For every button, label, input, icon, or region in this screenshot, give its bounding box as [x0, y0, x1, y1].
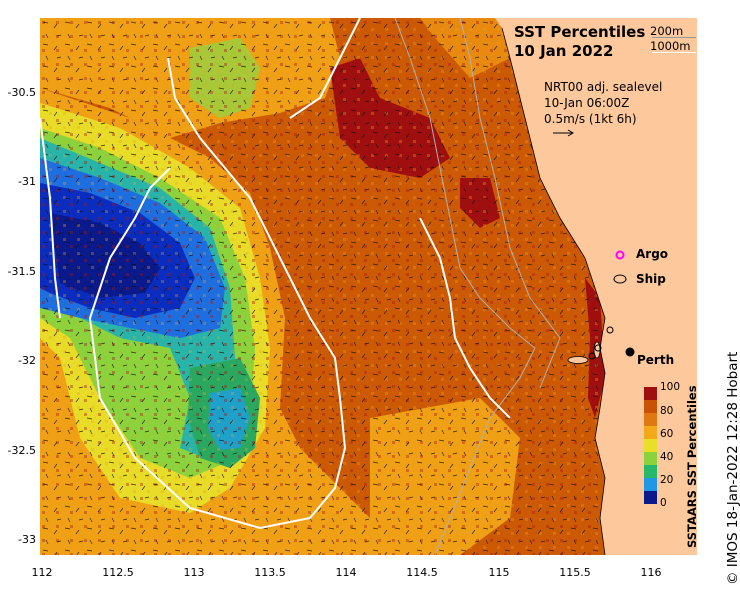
velocity-legend: NRT00 adj. sealevel 10-Jan 06:00Z 0.5m/s… — [544, 79, 662, 127]
colorbar — [644, 387, 657, 504]
depth-legend-200m: 200m — [650, 24, 684, 38]
colorbar-segment — [644, 491, 657, 504]
x-tick-label: 114 — [335, 566, 357, 579]
x-tick-label: 115.5 — [559, 566, 591, 579]
colorbar-tick: 80 — [660, 405, 674, 417]
colorbar-tick: 20 — [660, 474, 674, 486]
ship-legend-icon — [613, 274, 627, 284]
velocity-arrows — [40, 18, 600, 555]
perth-label: Perth — [637, 353, 675, 367]
y-tick-label: -31.5 — [7, 265, 36, 278]
x-tick-label: 115 — [488, 566, 510, 579]
argo-legend-label: Argo — [636, 247, 669, 261]
colorbar-segment — [644, 387, 657, 400]
velocity-scale-arrow — [553, 129, 574, 137]
colorbar-tick: 40 — [660, 451, 674, 463]
x-tick-label: 113 — [183, 566, 205, 579]
isobath-200m-inner — [459, 18, 561, 389]
depth-legend-1000m: 1000m — [650, 39, 691, 53]
x-tick-label: 113.5 — [254, 566, 286, 579]
depth-legend-1000m-line — [652, 52, 696, 53]
sst-map-canvas — [40, 18, 697, 555]
depth-legend-200m-line — [652, 37, 696, 38]
credit-text: © IMOS 18-Jan-2022 12:28 Hobart — [725, 351, 740, 585]
y-tick-label: -30.5 — [7, 86, 36, 99]
rottnest-island — [567, 356, 589, 364]
y-tick-label: -31 — [18, 175, 36, 188]
map-title: SST Percentiles 10 Jan 2022 — [514, 23, 645, 61]
velocity-legend-scale: 0.5m/s (1kt 6h) — [544, 112, 637, 126]
colorbar-segment — [644, 413, 657, 426]
map-title-line1: SST Percentiles — [514, 23, 646, 41]
colorbar-segment — [644, 478, 657, 491]
colorbar-title: SSTAARS SST Percentiles — [685, 385, 699, 548]
y-tick-label: -32 — [18, 354, 36, 367]
x-tick-label: 112.5 — [102, 566, 134, 579]
argo-legend-icon — [615, 250, 625, 260]
colorbar-segment — [644, 439, 657, 452]
ship-marker — [588, 352, 596, 360]
sst-map — [40, 18, 697, 555]
colorbar-segment — [644, 452, 657, 465]
map-title-line2: 10 Jan 2022 — [514, 42, 614, 60]
colorbar-segment — [644, 426, 657, 439]
ship-marker — [594, 344, 602, 352]
isobath-1000m — [88, 57, 347, 530]
x-tick-label: 116 — [640, 566, 662, 579]
velocity-legend-source: NRT00 adj. sealevel — [544, 80, 663, 94]
isobath-1000m-west — [40, 117, 61, 319]
depth-legend: 200m 1000m — [650, 24, 696, 54]
colorbar-segment — [644, 465, 657, 478]
x-tick-label: 112 — [31, 566, 53, 579]
isobath-1000m-east — [419, 217, 511, 419]
velocity-legend-time: 10-Jan 06:00Z — [544, 96, 630, 110]
colorbar-tick: 100 — [660, 381, 681, 393]
y-tick-label: -32.5 — [7, 444, 36, 457]
y-tick-label: -33 — [18, 533, 36, 546]
ship-legend-label: Ship — [636, 272, 666, 286]
isobath-1000m-north — [289, 18, 361, 119]
isobath-200m — [394, 18, 536, 555]
perth-dot — [625, 347, 635, 357]
x-tick-label: 114.5 — [406, 566, 438, 579]
coastline — [501, 27, 606, 555]
colorbar-segment — [644, 400, 657, 413]
colorbar-tick: 0 — [660, 497, 667, 509]
colorbar-tick: 60 — [660, 428, 674, 440]
ship-marker — [606, 326, 614, 334]
